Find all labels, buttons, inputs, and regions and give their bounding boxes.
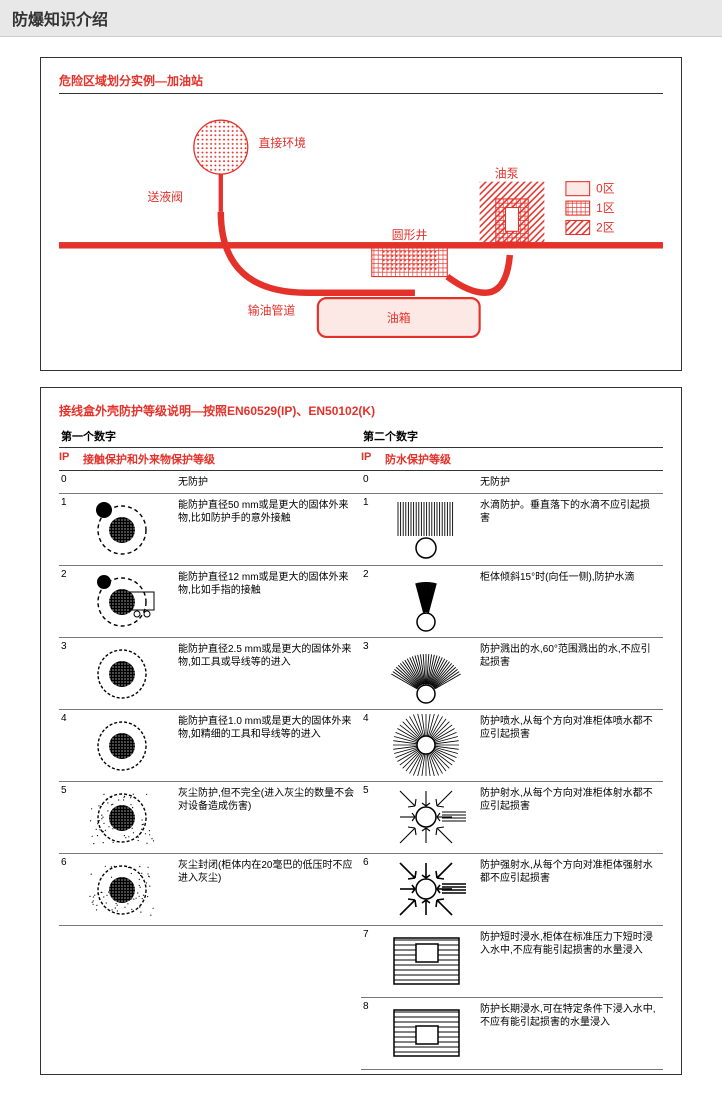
row-number: 5 bbox=[59, 782, 77, 853]
row-number: 1 bbox=[361, 494, 379, 565]
row-number: 4 bbox=[361, 710, 379, 781]
digit-header-row: 第一个数字 第二个数字 bbox=[59, 425, 663, 448]
row-icon bbox=[77, 710, 172, 781]
row-desc: 防护射水,从每个方向对准柜体射水都不应引起损害 bbox=[474, 782, 663, 853]
label-env: 直接环境 bbox=[259, 136, 307, 150]
ip-row-left-0: 0 无防护 bbox=[59, 471, 361, 494]
row-number: 5 bbox=[361, 782, 379, 853]
ip-row-right-0: 0 无防护 bbox=[361, 471, 663, 494]
ip-row-left-3: 3 能防护直径2.5 mm或是更大的固体外来物,如工具或导线等的进入 bbox=[59, 638, 361, 710]
right-column: 0 无防护 1 水滴防护。垂直落下的水滴不应引起损害 2 15 柜体倾斜15°时(向任一侧)… bbox=[361, 471, 663, 1070]
row-number: 6 bbox=[59, 854, 77, 925]
row-icon bbox=[77, 854, 172, 925]
row-icon bbox=[379, 854, 474, 925]
label-tank: 油箱 bbox=[387, 311, 411, 325]
ip-row-right-2: 2 15 柜体倾斜15°时(向任一侧),防护水滴 bbox=[361, 566, 663, 638]
row-desc: 防护溅出的水,60°范围溅出的水,不应引起损害 bbox=[474, 638, 663, 709]
row-number: 3 bbox=[59, 638, 77, 709]
row-desc: 能防护直径1.0 mm或是更大的固体外来物,如精细的工具和导线等的进入 bbox=[172, 710, 361, 781]
row-icon bbox=[379, 926, 474, 997]
ip-row-left-4: 4 能防护直径1.0 mm或是更大的固体外来物,如精细的工具和导线等的进入 bbox=[59, 710, 361, 782]
row-desc: 灰尘防护,但不完全(进入灰尘的数量不会对设备造成伤害) bbox=[172, 782, 361, 853]
ip-section-title: 接线盒外壳防护等级说明—按照EN60529(IP)、EN50102(K) bbox=[59, 402, 663, 419]
row-desc: 灰尘封闭(柜体内在20毫巴的低压时不应进入灰尘) bbox=[172, 854, 361, 925]
legend-zone1: 1区 bbox=[596, 201, 615, 215]
second-digit-label: 第二个数字 bbox=[361, 425, 663, 447]
row-desc: 水滴防护。垂直落下的水滴不应引起损害 bbox=[474, 494, 663, 565]
row-number: 3 bbox=[361, 638, 379, 709]
diagram-title: 危险区域划分实例—加油站 bbox=[59, 72, 663, 94]
row-desc: 能防护直径2.5 mm或是更大的固体外来物,如工具或导线等的进入 bbox=[172, 638, 361, 709]
ip-row-right-8: 8 防护长期浸水,可在特定条件下浸入水中,不应有能引起损害的水量浸入 bbox=[361, 998, 663, 1070]
ip-rows: 0无防护1 能防护直径50 mm或是更大的固体外来物,比如防护手的意外接触2 能… bbox=[59, 471, 663, 1070]
row-number: 2 bbox=[361, 566, 379, 637]
row-icon bbox=[77, 638, 172, 709]
row-icon bbox=[379, 471, 474, 493]
ip-row-right-3: 3 60 防护溅出的水,60°范围溅出的水,不应引起损害 bbox=[361, 638, 663, 710]
ip-row-right-1: 1 水滴防护。垂直落下的水滴不应引起损害 bbox=[361, 494, 663, 566]
row-icon bbox=[379, 782, 474, 853]
row-number: 6 bbox=[361, 854, 379, 925]
legend-zone2: 2区 bbox=[596, 220, 615, 234]
ip-label-right: IP bbox=[361, 451, 385, 467]
left-column: 0无防护1 能防护直径50 mm或是更大的固体外来物,比如防护手的意外接触2 能… bbox=[59, 471, 361, 1070]
page-title-bar: 防爆知识介绍 bbox=[0, 0, 722, 37]
row-icon: 15 bbox=[379, 566, 474, 637]
row-desc: 无防护 bbox=[474, 471, 663, 493]
row-desc: 能防护直径50 mm或是更大的固体外来物,比如防护手的意外接触 bbox=[172, 494, 361, 565]
ip-table-panel: 接线盒外壳防护等级说明—按照EN60529(IP)、EN50102(K) 第一个… bbox=[40, 387, 682, 1075]
svg-text:15: 15 bbox=[423, 610, 430, 616]
ip-row-left-5: 5 灰尘防护,但不完全(进入灰尘的数量不会对设备造成伤害) bbox=[59, 782, 361, 854]
label-pipe: 输油管道 bbox=[248, 303, 296, 317]
ip-row-left-2: 2 能防护直径12 mm或是更大的固体外来物,比如手指的接触 bbox=[59, 566, 361, 638]
row-icon: 60 bbox=[379, 638, 474, 709]
svg-text:60: 60 bbox=[423, 682, 430, 688]
row-icon bbox=[379, 494, 474, 565]
row-icon bbox=[77, 566, 172, 637]
ip-row-left-1: 1 能防护直径50 mm或是更大的固体外来物,比如防护手的意外接触 bbox=[59, 494, 361, 566]
ip-row-right-7: 7 防护短时浸水,柜体在标准压力下短时浸入水中,不应有能引起损害的水量浸入 bbox=[361, 926, 663, 998]
left-header: 接触保护和外来物保护等级 bbox=[83, 451, 215, 467]
hazard-diagram-panel: 危险区域划分实例—加油站 直接环境 bbox=[40, 57, 682, 371]
gas-station-diagram: 直接环境 送液阀 油泵 圆形井 输油管道 油箱 bbox=[59, 104, 663, 352]
row-number: 8 bbox=[361, 998, 379, 1069]
row-desc: 防护喷水,从每个方向对准柜体喷水都不应引起损害 bbox=[474, 710, 663, 781]
first-digit-label: 第一个数字 bbox=[59, 425, 361, 447]
row-desc: 防护强射水,从每个方向对准柜体强射水都不应引起损害 bbox=[474, 854, 663, 925]
label-well: 圆形井 bbox=[392, 228, 428, 242]
row-desc: 柜体倾斜15°时(向任一侧),防护水滴 bbox=[474, 566, 663, 637]
ip-row-right-4: 4 防护喷水,从每个方向对准柜体喷水都不应引起损害 bbox=[361, 710, 663, 782]
legend-zone0: 0区 bbox=[596, 181, 615, 195]
row-icon bbox=[77, 494, 172, 565]
row-icon bbox=[379, 998, 474, 1069]
row-desc: 防护短时浸水,柜体在标准压力下短时浸入水中,不应有能引起损害的水量浸入 bbox=[474, 926, 663, 997]
content-area: 危险区域划分实例—加油站 直接环境 bbox=[0, 37, 722, 1085]
ip-label-left: IP bbox=[59, 451, 83, 467]
ip-row-right-6: 6 防护强射水,从每个方向对准柜体强射水都不应引起损害 bbox=[361, 854, 663, 926]
row-number: 0 bbox=[361, 471, 379, 493]
column-header-row: IP 接触保护和外来物保护等级 IP 防水保护等级 bbox=[59, 448, 663, 471]
ip-row-left-6: 6 灰尘封闭(柜体内在20毫巴的低压时不应进入灰尘) bbox=[59, 854, 361, 926]
right-header: 防水保护等级 bbox=[385, 451, 451, 467]
row-number: 1 bbox=[59, 494, 77, 565]
label-pump: 油泵 bbox=[495, 166, 519, 180]
ip-row-right-5: 5 防护射水,从每个方向对准柜体射水都不应引起损害 bbox=[361, 782, 663, 854]
page-title: 防爆知识介绍 bbox=[12, 12, 108, 29]
row-desc: 防护长期浸水,可在特定条件下浸入水中,不应有能引起损害的水量浸入 bbox=[474, 998, 663, 1069]
row-icon bbox=[77, 782, 172, 853]
row-icon bbox=[77, 471, 172, 493]
row-number: 4 bbox=[59, 710, 77, 781]
row-number: 2 bbox=[59, 566, 77, 637]
label-valve: 送液阀 bbox=[147, 190, 183, 204]
row-icon bbox=[379, 710, 474, 781]
row-desc: 无防护 bbox=[172, 471, 361, 493]
row-desc: 能防护直径12 mm或是更大的固体外来物,比如手指的接触 bbox=[172, 566, 361, 637]
row-number: 7 bbox=[361, 926, 379, 997]
row-number: 0 bbox=[59, 471, 77, 493]
